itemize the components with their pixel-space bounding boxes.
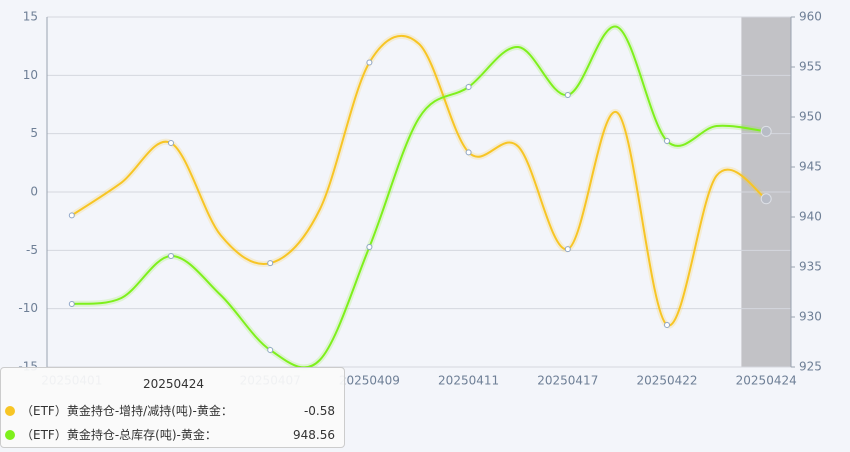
y2-tick-label: 940 [799, 210, 822, 224]
data-point [267, 260, 274, 267]
y-tick-label: -10 [18, 301, 38, 315]
tooltip-series-name: （ETF）黄金持仓-增持/减持(吨)-黄金： [21, 404, 233, 418]
y2-tick-label: 945 [799, 160, 822, 174]
data-point [564, 246, 571, 253]
tooltip-dot [5, 430, 15, 440]
tooltip-title: 20250424 [142, 377, 205, 391]
x-tick-label: 20250409 [339, 374, 400, 388]
tooltip: 20250424 （ETF）黄金持仓-增持/减持(吨)-黄金： -0.58 （E… [0, 367, 345, 448]
y-tick-label: 5 [30, 126, 38, 140]
data-point [564, 92, 571, 98]
tooltip-row: （ETF）黄金持仓-增持/减持(吨)-黄金： -0.58 [5, 403, 335, 419]
series-line [71, 34, 767, 327]
x-tick-label: 20250411 [438, 374, 499, 388]
tooltip-dot [5, 406, 15, 416]
tooltip-value: 948.56 [293, 428, 335, 442]
data-point [760, 193, 772, 205]
data-point [68, 301, 75, 307]
data-point [366, 59, 373, 66]
x-tick-label: 20250424 [736, 374, 797, 388]
x-tick-label: 20250417 [537, 374, 598, 388]
data-point [465, 84, 472, 90]
y-tick-label: 0 [30, 185, 38, 199]
data-point [267, 347, 274, 353]
data-point [168, 253, 174, 259]
y-tick-label: -5 [26, 243, 38, 257]
data-point [664, 138, 670, 144]
y2-tick-label: 930 [799, 310, 822, 324]
line-glow [70, 32, 768, 329]
tooltip-value: -0.58 [303, 404, 335, 418]
x-tick-label: 20250422 [636, 374, 697, 388]
tooltip-series-name: （ETF）黄金持仓-总库存(吨)-黄金： [21, 428, 217, 442]
series-line [71, 25, 767, 369]
data-point [366, 244, 373, 250]
y-tick-label: 15 [23, 10, 38, 24]
y2-tick-label: 955 [799, 60, 822, 74]
data-point [465, 149, 472, 156]
data-point [168, 140, 174, 146]
y2-tick-label: 935 [799, 260, 822, 274]
y2-tick-label: 925 [799, 360, 822, 374]
y-tick-label: 10 [23, 68, 38, 82]
data-point [760, 125, 772, 137]
tooltip-row: （ETF）黄金持仓-总库存(吨)-黄金： 948.56 [5, 427, 335, 443]
y2-tick-label: 950 [799, 110, 822, 124]
data-point [68, 212, 75, 219]
data-point [664, 322, 670, 328]
y2-tick-label: 960 [799, 10, 822, 24]
